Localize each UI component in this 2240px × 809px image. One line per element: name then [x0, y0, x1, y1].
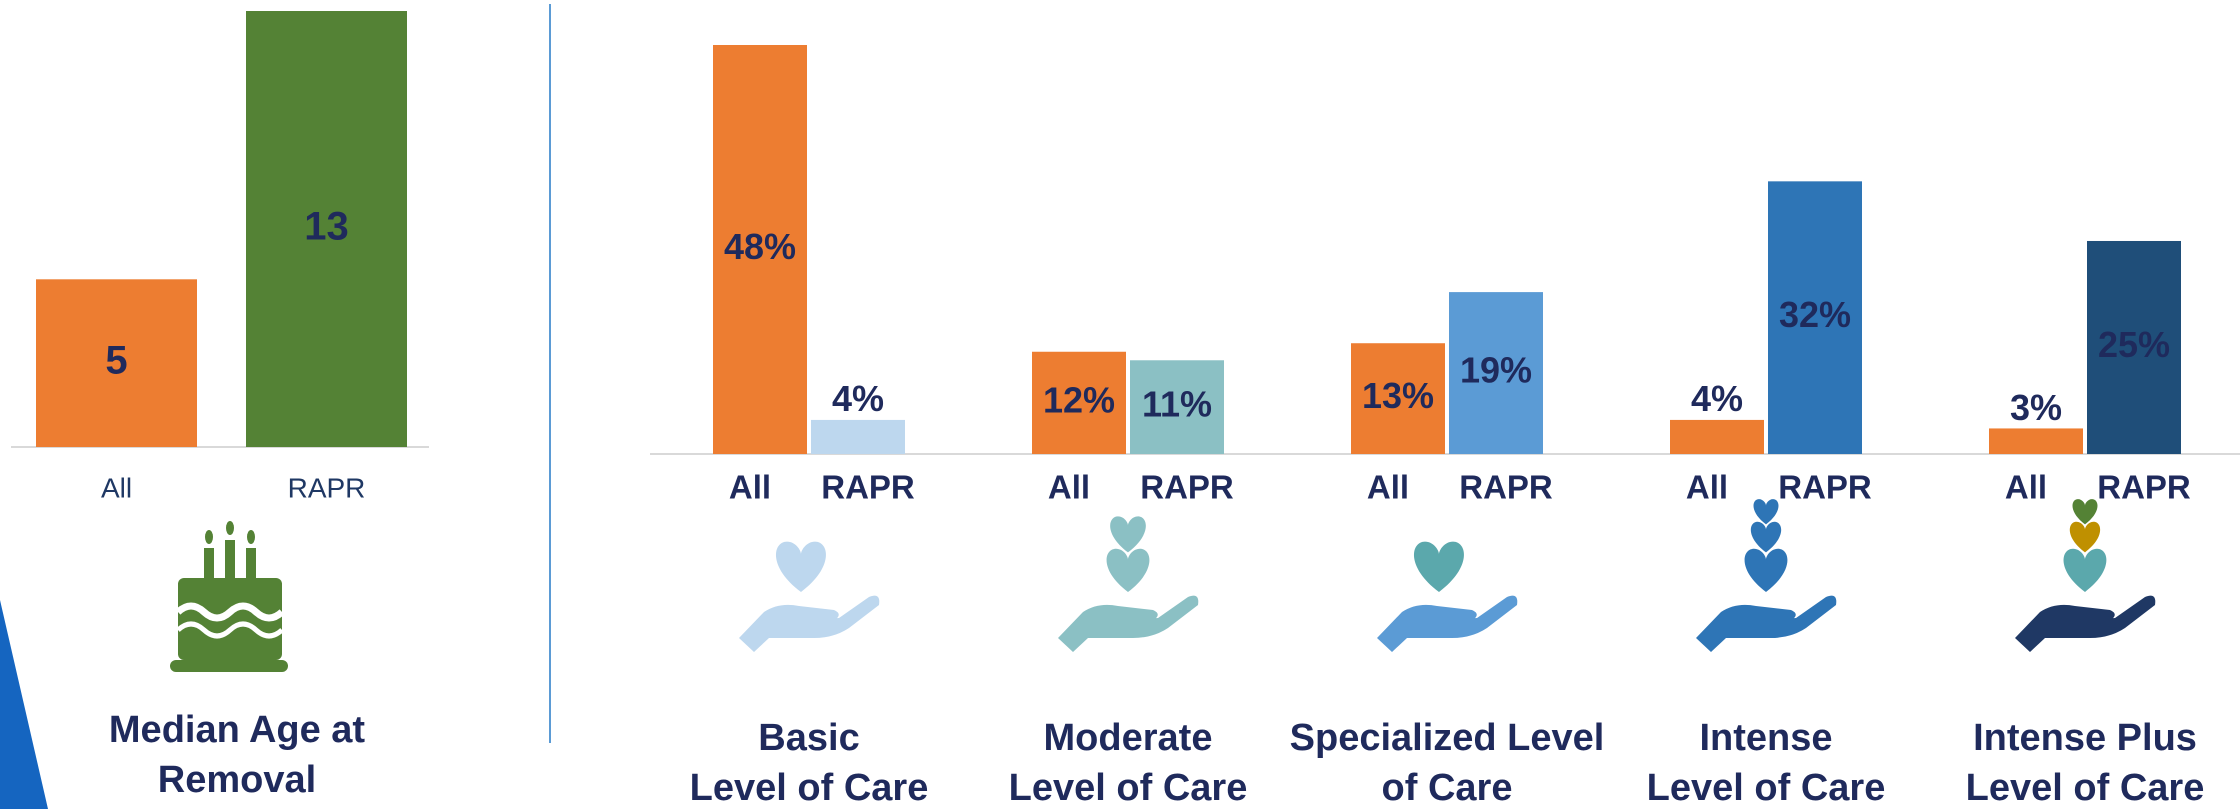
- hand: [1696, 595, 1837, 652]
- x-tick-label: RAPR: [1778, 469, 1872, 506]
- heart: [1414, 541, 1464, 592]
- x-tick-label: All: [1367, 469, 1409, 506]
- value-label: 3%: [2010, 387, 2062, 428]
- value-label: 12%: [1043, 379, 1115, 420]
- x-tick-label: All: [729, 469, 771, 506]
- value-label: 5: [105, 339, 127, 383]
- value-label: 11%: [1142, 384, 1212, 425]
- x-tick-label: RAPR: [1459, 469, 1553, 506]
- hand: [2015, 595, 2156, 652]
- care-icon: [739, 541, 880, 652]
- x-tick-label: All: [2005, 469, 2047, 506]
- value-label: 4%: [1691, 378, 1743, 419]
- heart: [1106, 548, 1150, 592]
- bar: [1032, 351, 1126, 454]
- bar: [1670, 419, 1764, 454]
- care-icon: [1058, 516, 1199, 652]
- cake-icon: [170, 521, 288, 672]
- hand: [739, 595, 880, 652]
- care-icon: [1377, 541, 1518, 652]
- care-icon: [1696, 499, 1837, 652]
- heart: [1753, 499, 1779, 525]
- x-tick-label: RAPR: [288, 472, 366, 503]
- value-label: 4%: [832, 378, 884, 419]
- bar: [1130, 360, 1224, 454]
- bar: [2087, 240, 2181, 454]
- care-icon: [2015, 499, 2156, 652]
- bar: [811, 419, 905, 454]
- x-tick-label: All: [1048, 469, 1090, 506]
- x-tick-label: All: [1686, 469, 1728, 506]
- heart: [776, 541, 826, 592]
- bar: [36, 279, 197, 447]
- value-label: 13%: [1362, 375, 1434, 416]
- heart: [1744, 548, 1788, 592]
- hand: [1377, 595, 1518, 652]
- caption: Intense Plus Level of Care: [1965, 717, 2205, 809]
- x-tick-label: RAPR: [2097, 469, 2191, 506]
- caption: Moderate Level of Care: [1008, 717, 1248, 809]
- caption: Specialized Level of Care: [1289, 717, 1605, 809]
- value-label: 19%: [1460, 350, 1532, 391]
- caption: Basic Level of Care: [689, 717, 929, 809]
- value-label: 48%: [724, 226, 796, 267]
- hand: [1058, 595, 1199, 652]
- bar: [1768, 181, 1862, 455]
- bar: [246, 11, 407, 447]
- x-tick-label: RAPR: [1140, 469, 1234, 506]
- decoration: [0, 600, 48, 809]
- value-label: 32%: [1779, 294, 1851, 335]
- heart: [1110, 516, 1146, 553]
- heart: [2069, 521, 2101, 553]
- caption: Median Age at Removal: [108, 709, 366, 801]
- caption: Intense Level of Care: [1646, 717, 1886, 809]
- heart: [2063, 548, 2107, 592]
- value-label: 13: [304, 205, 349, 249]
- bar: [713, 45, 807, 454]
- value-label: 25%: [2098, 324, 2170, 365]
- bar: [1351, 343, 1445, 454]
- heart: [1750, 521, 1782, 553]
- bar: [1989, 428, 2083, 454]
- x-tick-label: All: [101, 472, 132, 503]
- x-tick-label: RAPR: [821, 469, 915, 506]
- heart: [2072, 499, 2098, 525]
- bar: [1449, 292, 1543, 454]
